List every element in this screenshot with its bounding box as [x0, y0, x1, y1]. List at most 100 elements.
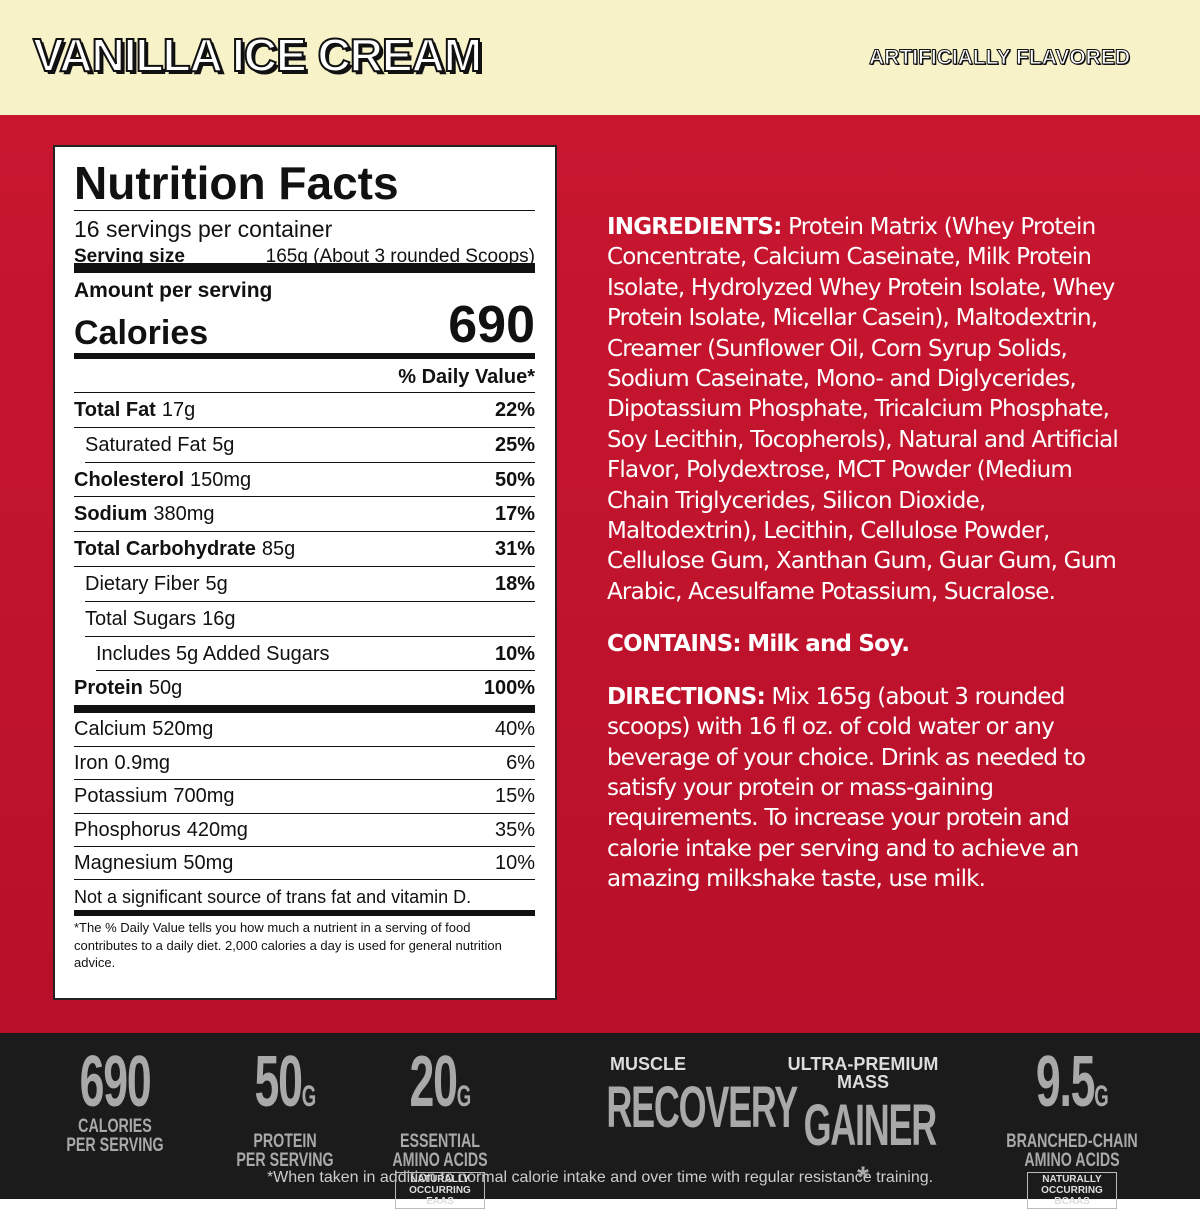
badge-figure: 20G — [340, 1042, 540, 1132]
badge-unit: G — [1094, 1080, 1109, 1113]
badge-top: MUSCLE — [610, 1054, 686, 1074]
serving-size-label: Serving size — [74, 246, 185, 267]
nutrient-row: Total Fat 17g 22% — [74, 393, 535, 428]
nutrient-dv: 31% — [494, 538, 535, 561]
badge: 50G PROTEIN PER SERVING — [185, 1042, 385, 1171]
badge: MUSCLE RECOVERY — [548, 1047, 798, 1143]
nutrient-amount: 5g — [212, 433, 235, 456]
nutrient-row: Sodium 380mg 17% — [74, 497, 535, 533]
badge: 690 CALORIES PER SERVING — [15, 1046, 215, 1156]
mineral-amount: 700mg — [173, 785, 235, 808]
mineral-name: Iron — [74, 751, 109, 774]
badge-line: AMINO ACIDS — [392, 1150, 488, 1171]
calories-value: 690 — [448, 296, 535, 354]
badge-line: BRANCHED-CHAIN — [1006, 1131, 1138, 1152]
directions-label: DIRECTIONS: — [607, 683, 766, 710]
serving-size-value: 165g (About 3 rounded Scoops) — [265, 246, 535, 267]
nutrient-row: Includes 5g Added Sugars 10% — [96, 637, 535, 672]
badge-figure: GAINER* — [763, 1091, 963, 1195]
flavor-note: ARTIFICIALLY FLAVORED — [869, 46, 1131, 70]
badge-big: 9.5G — [1036, 1042, 1109, 1122]
nutrient-name: Protein — [74, 677, 143, 700]
mineral-dv: 6% — [506, 751, 535, 774]
badge-big: GAINER — [803, 1093, 938, 1158]
calories-row: Calories 690 — [74, 296, 535, 359]
mineral-name: Magnesium — [74, 851, 178, 874]
nutrient-name: Total Sugars — [85, 607, 197, 630]
ingredients-block: INGREDIENTS: Protein Matrix (Whey Protei… — [607, 212, 1132, 917]
badge-figure: 9.5G — [972, 1042, 1172, 1132]
nutrient-amount: 150mg — [190, 468, 252, 491]
badge-line: CALORIES — [78, 1116, 152, 1137]
flavor-title: VANILLA ICE CREAM — [32, 28, 483, 82]
badge: ULTRA-PREMIUM MASS GAINER* — [763, 1047, 963, 1195]
nutrient-dv: 18% — [494, 572, 535, 595]
nutrient-rows: Total Fat 17g 22% Saturated Fat 5g 25% Cholest… — [74, 393, 535, 714]
nutrient-row: Cholesterol 150mg 50% — [74, 463, 535, 498]
calories-label: Calories — [74, 314, 209, 352]
header-band: VANILLA ICE CREAM ARTIFICIALLY FLAVORED — [0, 0, 1200, 115]
mineral-name: Calcium — [74, 718, 147, 741]
badge-line: PER SERVING — [236, 1150, 334, 1171]
nutrient-amount: 5g — [205, 572, 228, 595]
mineral-amount: 520mg — [152, 718, 214, 741]
badge: 20G ESSENTIAL AMINO ACIDS NATURALLY OCCURRI… — [340, 1042, 540, 1209]
badge-line: PER SERVING — [66, 1135, 164, 1156]
mineral-dv: 10% — [494, 851, 535, 874]
dv-header: % Daily Value* — [74, 359, 535, 393]
badge-unit: G — [456, 1080, 471, 1113]
mineral-row: Phosphorus 420mg 35% — [74, 814, 535, 847]
badge-big: 50G — [254, 1042, 317, 1122]
benefit-band: *When taken in addition to normal calori… — [0, 1033, 1200, 1209]
badge-mark: * — [857, 1161, 869, 1194]
nutrition-panel: Nutrition Facts 16 servings per containe… — [53, 145, 557, 1000]
nutrient-row: Saturated Fat 5g 25% — [85, 428, 535, 463]
nutrient-amount: 50g — [148, 677, 183, 700]
badge-line: PROTEIN — [253, 1131, 317, 1152]
mineral-row: Iron 0.9mg 6% — [74, 747, 535, 781]
mineral-dv: 15% — [494, 785, 535, 808]
nutrient-dv: 22% — [494, 399, 535, 421]
nutrient-row: Dietary Fiber 5g 18% — [85, 567, 535, 602]
nutrient-name: Includes 5g Added Sugars — [96, 642, 330, 665]
nutrient-dv: 17% — [494, 503, 535, 526]
badge-top: ULTRA-PREMIUM MASS — [787, 1054, 939, 1092]
nutrient-amount: 17g — [161, 399, 196, 421]
nutrient-dv: 25% — [494, 433, 535, 456]
badge-figure: RECOVERY — [548, 1073, 798, 1143]
disclaimer: *When taken in addition to normal calori… — [266, 1169, 934, 1186]
mineral-name: Phosphorus — [74, 818, 181, 841]
nutrient-name: Cholesterol — [74, 468, 185, 491]
badge-line: AMINO ACIDS — [1024, 1150, 1120, 1171]
footnote: *The % Daily Value tells you how much a … — [74, 920, 502, 971]
amount-label: Amount per serving — [74, 279, 273, 302]
mineral-amount: 0.9mg — [114, 751, 171, 774]
contains-text: Milk and Soy. — [747, 631, 910, 658]
contains-label: CONTAINS: — [607, 631, 742, 658]
badge-big: 20G — [409, 1042, 472, 1122]
mineral-name: Potassium — [74, 785, 168, 808]
mineral-rows: Calcium 520mg 40% Iron 0.9mg 6% Potassium 700mg… — [74, 713, 535, 881]
mineral-row: Calcium 520mg 40% — [74, 713, 535, 747]
badge-big: RECOVERY — [606, 1075, 798, 1140]
ingredients-label: INGREDIENTS: — [607, 214, 782, 240]
mineral-amount: 50mg — [183, 851, 234, 874]
nutrition-title: Nutrition Facts — [74, 155, 535, 211]
nutrient-name: Sodium — [74, 503, 148, 526]
badge-figure: 690 — [15, 1046, 215, 1118]
mineral-row: Magnesium 50mg 10% — [74, 847, 535, 881]
mineral-dv: 35% — [494, 818, 535, 841]
nutrient-row: Total Carbohydrate 85g 31% — [74, 532, 535, 567]
badge: 9.5G BRANCHED-CHAIN AMINO ACIDS NATURALLY O… — [972, 1042, 1172, 1209]
nutrient-name: Total Fat — [74, 399, 156, 421]
serving-size: Serving size 165g (About 3 rounded Scoops… — [74, 243, 535, 273]
nutrient-name: Dietary Fiber — [85, 572, 200, 595]
badge-line: ESSENTIAL — [400, 1131, 480, 1152]
nutrient-dv: 50% — [494, 468, 535, 491]
servings: 16 servings per container — [74, 216, 333, 242]
nutrient-name: Saturated Fat — [85, 433, 207, 456]
nutrient-dv: 10% — [494, 642, 535, 665]
directions: DIRECTIONS: Mix 165g (about 3 rounded sc… — [607, 682, 1132, 895]
mineral-amount: 420mg — [186, 818, 248, 841]
